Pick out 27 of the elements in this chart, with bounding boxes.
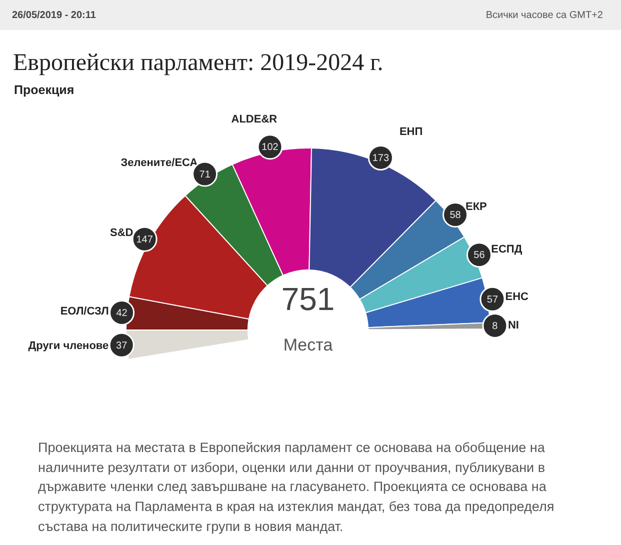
slice-label: Други членове <box>28 340 109 352</box>
data-label: 42 <box>116 308 128 319</box>
data-label: 147 <box>136 234 154 246</box>
slice-label: ЕСПД <box>491 244 522 256</box>
data-label: 8 <box>492 320 498 332</box>
data-label: 37 <box>116 340 128 352</box>
slice-label: ЕНП <box>399 126 423 138</box>
slice-label: ЕНС <box>505 291 529 304</box>
data-label: 71 <box>199 169 211 180</box>
data-label: 56 <box>474 250 486 262</box>
chart-title: Европейски парламент: 2019-2024 г. <box>13 49 384 77</box>
data-label: 173 <box>372 152 390 164</box>
slice-label: ЕКР <box>465 200 487 213</box>
text: Проекцията на местата в Европейския парламент се основава на обобщение на наличните резултати от избори, оценки или данни от проучвания, публикувани в държавите членки след завършване на гласуването. Проекцията се основава на структурата на Парламента в края на изтеклия мандат, без това да предопределя състава на политическите групи в новия мандат. <box>38 439 556 536</box>
chart-subtitle: Проекция <box>14 83 74 98</box>
slice-label: NI <box>508 319 519 332</box>
slice-label: ЕОЛ/СЗЛ <box>60 306 109 318</box>
data-label: 58 <box>450 210 462 221</box>
slice-label: ALDE&R <box>231 114 278 126</box>
slice-label: Зелените/ЕСА <box>120 157 198 170</box>
text: 26/05/2019 - 20:11 <box>12 9 96 22</box>
data-label: 102 <box>262 142 279 154</box>
text: Всички часове са GMT+2 <box>486 9 603 22</box>
slice-label: S&D <box>110 226 134 239</box>
text: 751 <box>281 280 335 317</box>
text: Места <box>283 336 334 355</box>
data-label: 57 <box>486 294 498 306</box>
